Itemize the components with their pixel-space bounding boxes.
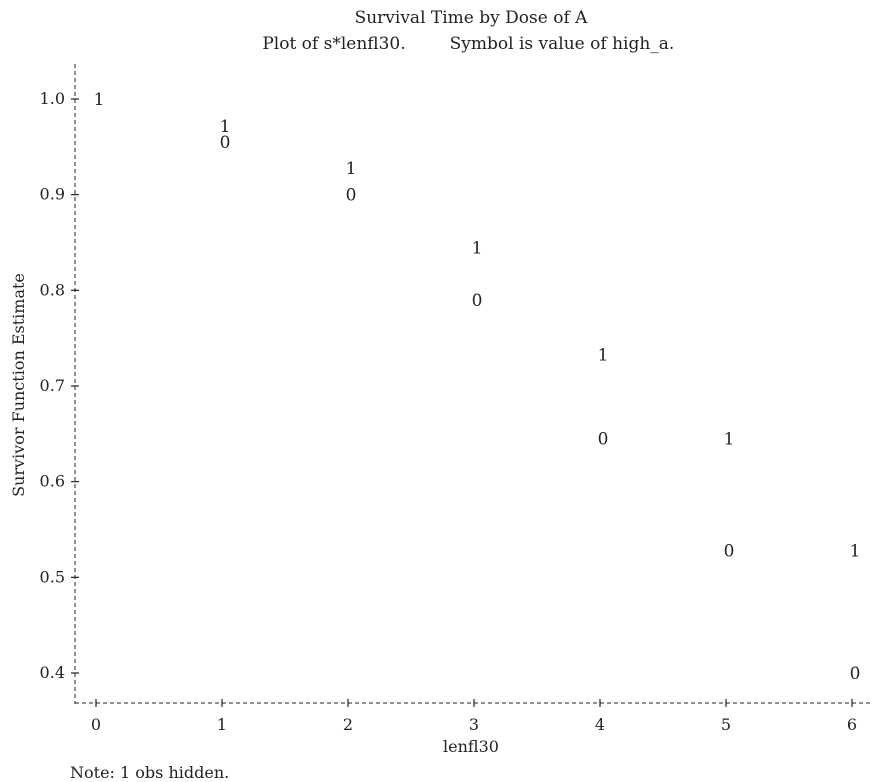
chart-subtitle-plot: Plot of s*lenfl30. <box>262 34 405 54</box>
chart-title: Survival Time by Dose of A <box>355 8 589 28</box>
y-axis-ticks: 0.4 0.5 0.6 0.7 0.8 0.9 1.0 <box>40 89 79 682</box>
plot-point-1: 1 <box>346 159 357 179</box>
plot-point-1: 1 <box>598 345 609 365</box>
hidden-obs-note: Note: 1 obs hidden. <box>70 763 229 782</box>
plot-point-0: 0 <box>472 291 483 311</box>
x-tick-label: 1 <box>217 715 227 734</box>
y-tick-label: 0.9 <box>40 185 65 204</box>
x-tick-label: 5 <box>721 715 731 734</box>
plot-point-0: 0 <box>598 430 609 450</box>
plot-point-1: 1 <box>220 117 231 137</box>
plot-point-1: 1 <box>724 430 735 450</box>
chart-subtitle-symbol: Symbol is value of high_a. <box>450 34 675 54</box>
x-axis-label: lenfl30 <box>443 737 499 756</box>
y-axis-label: Survivor Function Estimate <box>9 273 28 497</box>
y-tick-label: 0.6 <box>40 472 65 491</box>
y-tick-label: 0.4 <box>40 663 65 682</box>
x-tick-label: 6 <box>847 715 857 734</box>
x-axis-ticks: 0 1 2 3 4 5 6 <box>91 699 857 734</box>
plot-point-0: 0 <box>850 664 861 684</box>
x-tick-label: 2 <box>343 715 353 734</box>
plot-point-1: 1 <box>850 542 861 562</box>
y-tick-label: 1.0 <box>40 89 65 108</box>
x-tick-label: 4 <box>595 715 605 734</box>
plot-point-1: 1 <box>472 238 483 258</box>
y-tick-label: 0.7 <box>40 376 65 395</box>
plot-point-0: 0 <box>724 542 735 562</box>
x-tick-label: 3 <box>469 715 479 734</box>
plot-point-1: 1 <box>94 90 105 110</box>
y-tick-label: 0.8 <box>40 280 65 299</box>
x-tick-label: 0 <box>91 715 101 734</box>
y-tick-label: 0.5 <box>40 567 65 586</box>
plot-point-0: 0 <box>220 133 231 153</box>
plot-point-0: 0 <box>346 186 357 206</box>
